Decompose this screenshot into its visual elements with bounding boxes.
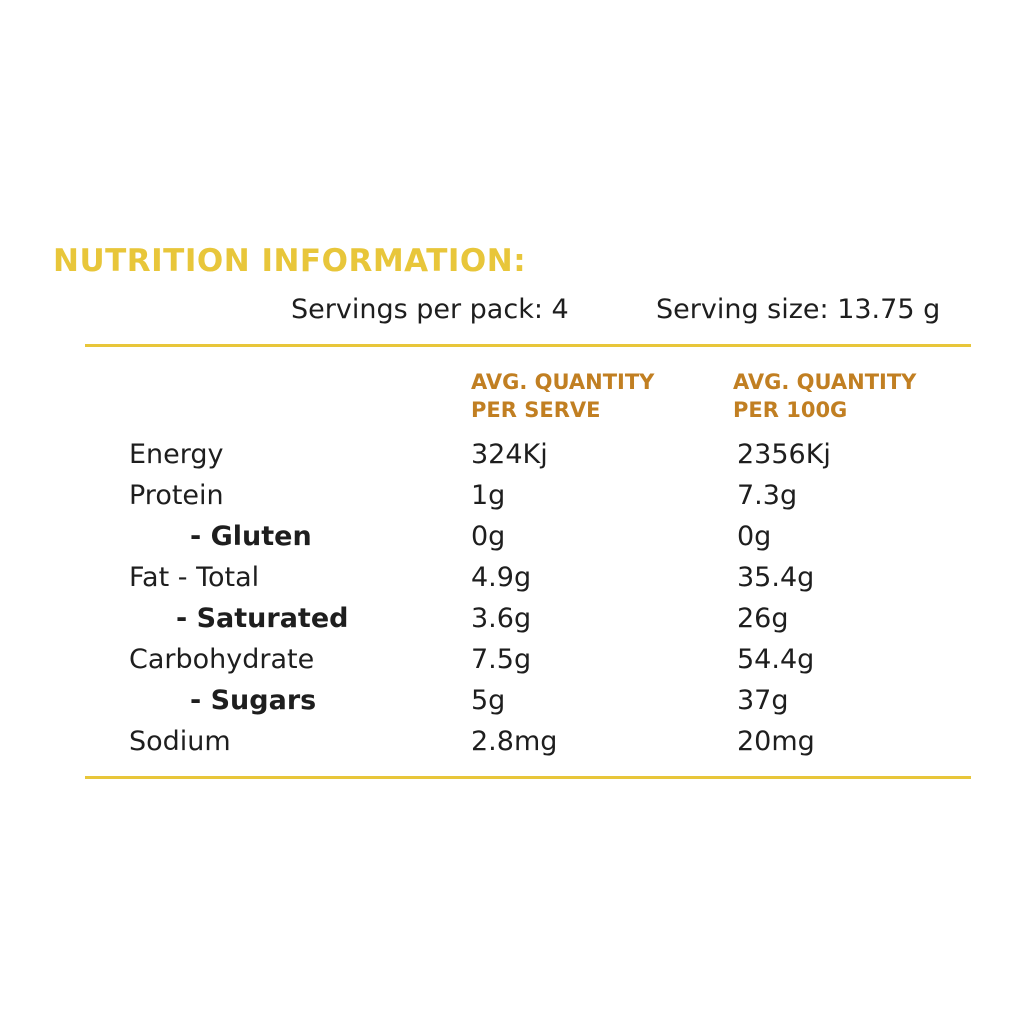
table-row: Fat - Total 4.9g 35.4g xyxy=(0,558,1024,598)
nutrient-sub-name: - Sugars xyxy=(190,685,317,716)
value-per-serve: 324Kj xyxy=(471,439,548,470)
value-per-100g: 26g xyxy=(737,603,789,634)
column-header-per-serve-line-2: PER SERVE xyxy=(471,398,601,422)
top-divider xyxy=(85,344,971,347)
value-per-100g: 54.4g xyxy=(737,644,815,675)
value-per-100g: 0g xyxy=(737,521,772,552)
value-per-100g: 7.3g xyxy=(737,480,798,511)
table-row: - Gluten 0g 0g xyxy=(0,517,1024,557)
column-header-per-100g: AVG. QUANTITY PER 100G xyxy=(733,368,916,424)
value-per-serve: 2.8mg xyxy=(471,726,558,757)
table-row: Protein 1g 7.3g xyxy=(0,476,1024,516)
value-per-serve: 3.6g xyxy=(471,603,532,634)
nutrient-name: Protein xyxy=(129,480,224,511)
serving-size: Serving size: 13.75 g xyxy=(656,294,941,325)
nutrient-name: Sodium xyxy=(129,726,231,757)
nutrient-name: Energy xyxy=(129,439,224,470)
value-per-100g: 2356Kj xyxy=(737,439,831,470)
value-per-serve: 4.9g xyxy=(471,562,532,593)
table-row: Sodium 2.8mg 20mg xyxy=(0,722,1024,762)
table-row: Energy 324Kj 2356Kj xyxy=(0,435,1024,475)
value-per-serve: 0g xyxy=(471,521,506,552)
table-row: - Saturated 3.6g 26g xyxy=(0,599,1024,639)
bottom-divider xyxy=(85,776,971,779)
nutrient-name: Carbohydrate xyxy=(129,644,315,675)
table-row: - Sugars 5g 37g xyxy=(0,681,1024,721)
table-row: Carbohydrate 7.5g 54.4g xyxy=(0,640,1024,680)
servings-per-pack: Servings per pack: 4 xyxy=(291,294,569,325)
column-header-per-serve: AVG. QUANTITY PER SERVE xyxy=(471,368,654,424)
value-per-100g: 37g xyxy=(737,685,789,716)
value-per-serve: 1g xyxy=(471,480,506,511)
column-header-per-100g-line-1: AVG. QUANTITY xyxy=(733,370,917,394)
column-header-per-100g-line-2: PER 100G xyxy=(733,398,848,422)
nutrient-name: Fat - Total xyxy=(129,562,260,593)
value-per-serve: 7.5g xyxy=(471,644,532,675)
column-header-per-serve-line-1: AVG. QUANTITY xyxy=(471,370,655,394)
value-per-serve: 5g xyxy=(471,685,506,716)
value-per-100g: 35.4g xyxy=(737,562,815,593)
value-per-100g: 20mg xyxy=(737,726,815,757)
page-title: NUTRITION INFORMATION: xyxy=(53,243,527,279)
nutrient-sub-name: - Gluten xyxy=(190,521,312,552)
nutrient-sub-name: - Saturated xyxy=(176,603,349,634)
